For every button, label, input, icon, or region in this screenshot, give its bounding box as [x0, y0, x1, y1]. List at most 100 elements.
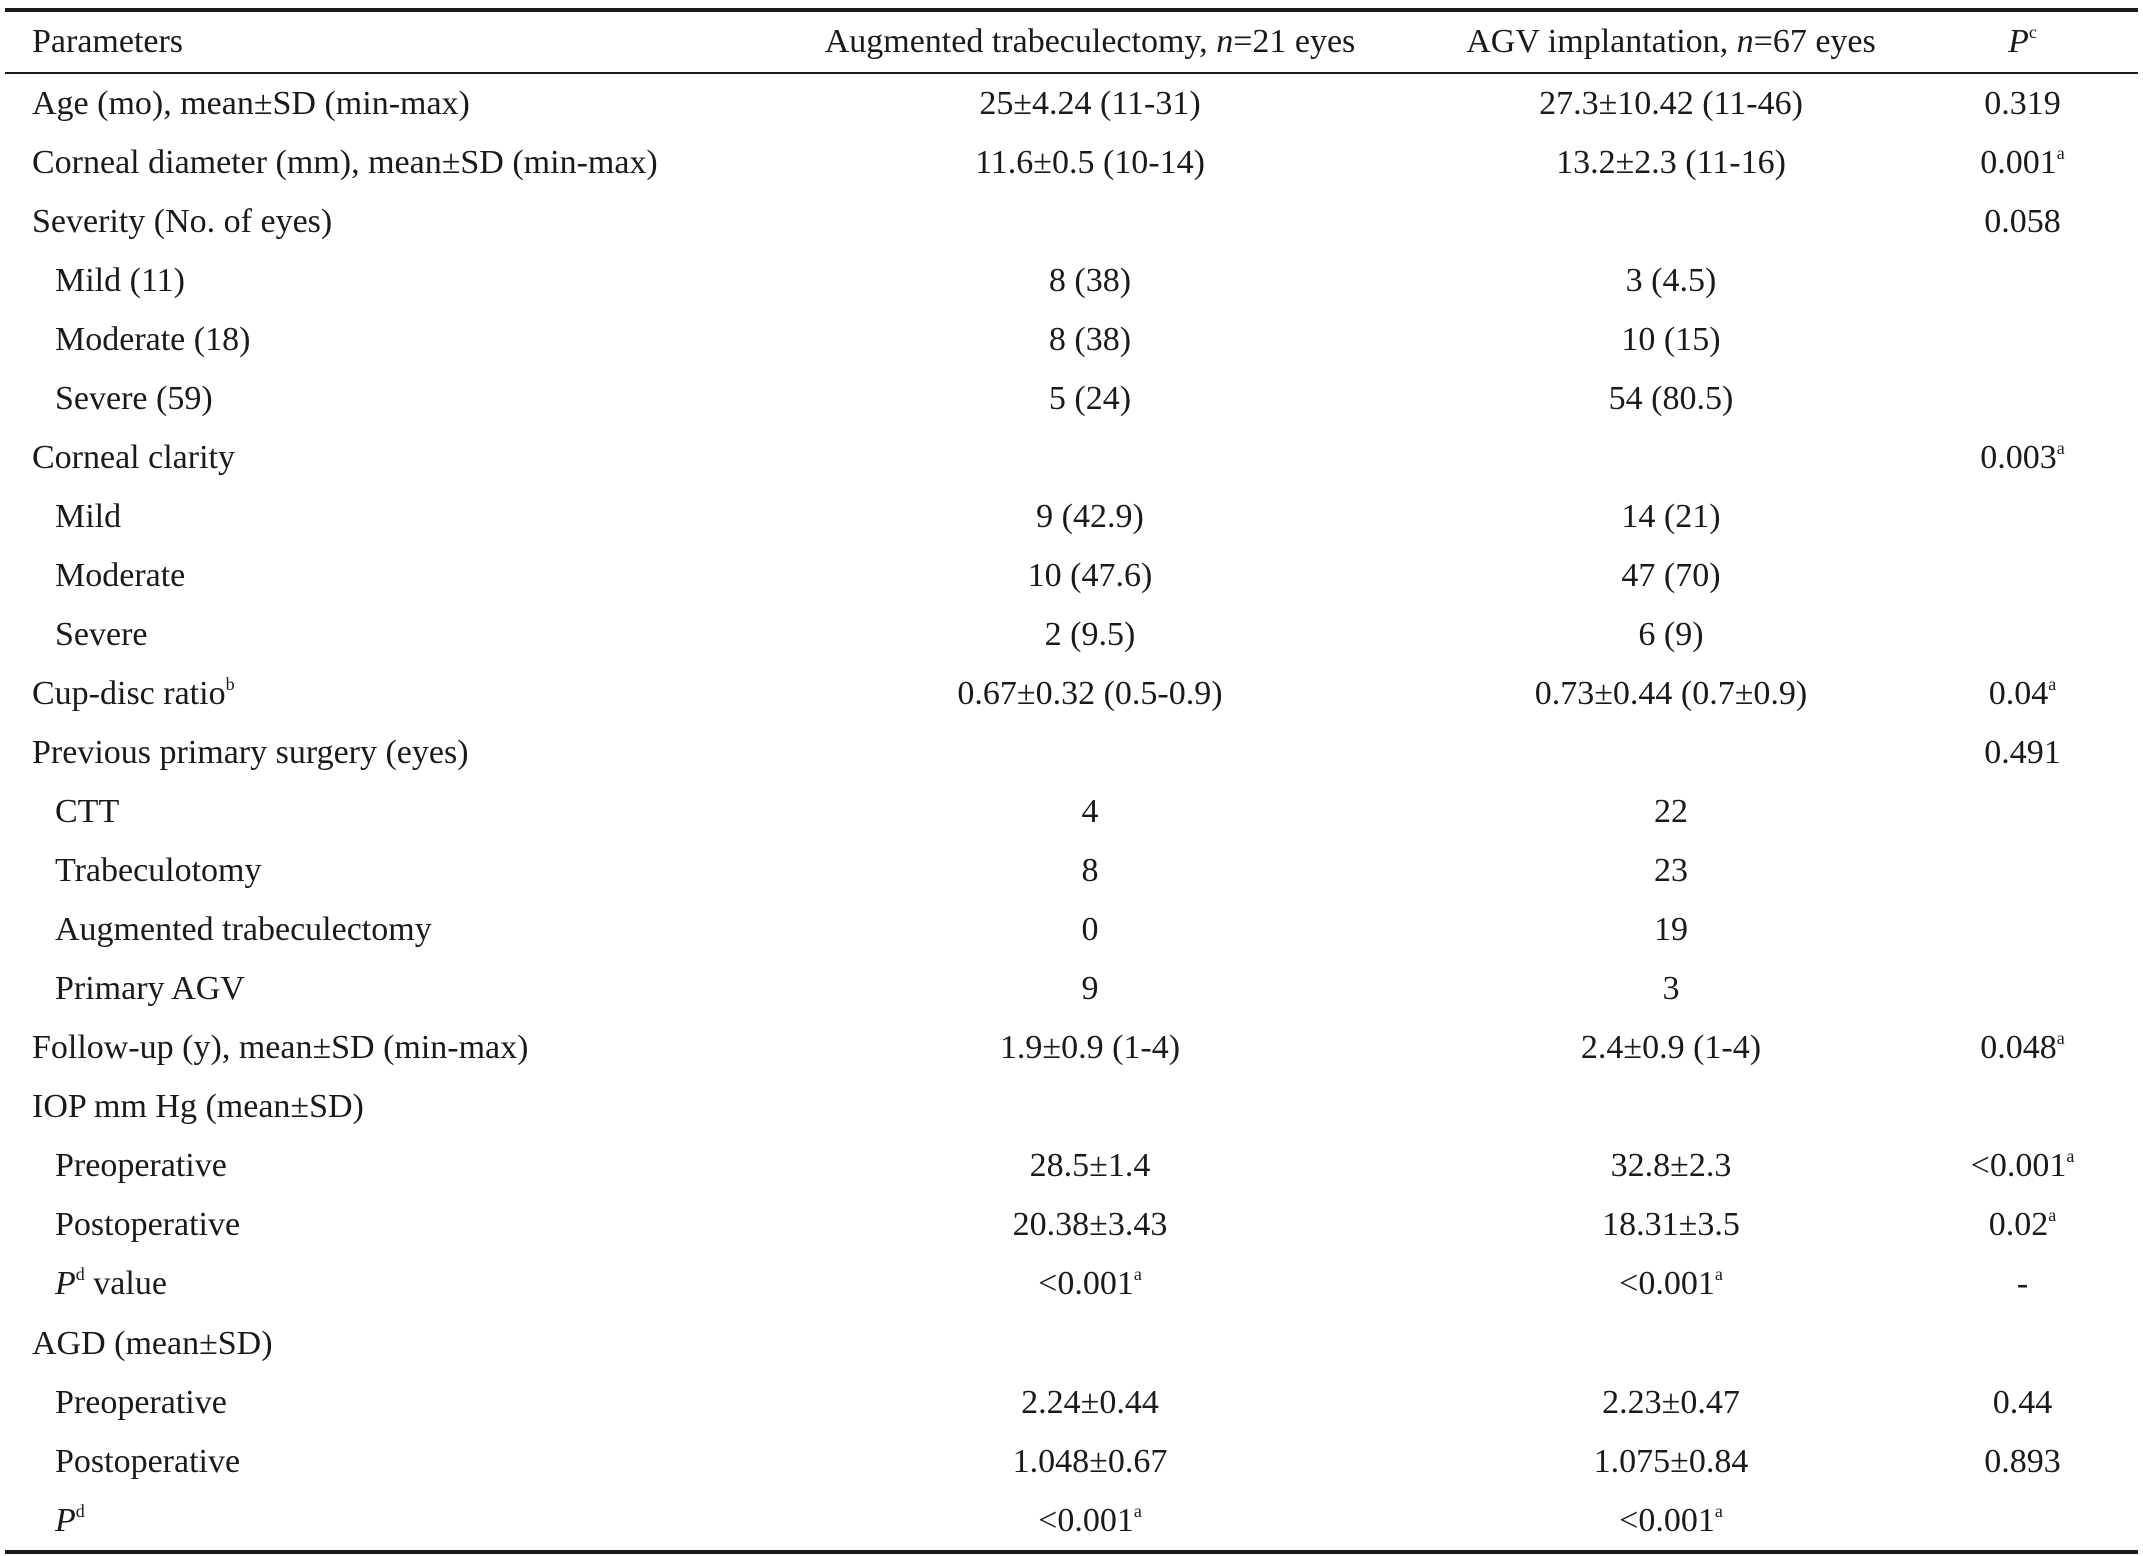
cell-augmented-trabeculectomy: 4: [1081, 793, 1099, 831]
cell-p-value: [1907, 310, 2138, 369]
table-row: Preoperative 2.24±0.44 2.23±0.47 0.44: [5, 1373, 2138, 1432]
table-row: Postoperative 1.048±0.67 1.075±0.84 0.893: [5, 1432, 2138, 1491]
cell-augmented-trabeculectomy: [745, 1078, 1435, 1137]
cell-parameter: Severe: [55, 615, 148, 653]
cell-agv-implantation: 27.3±10.42 (11-46): [1539, 84, 1803, 122]
table-row: Corneal clarity 0.003a: [5, 428, 2138, 487]
cell-p-value: [1907, 1491, 2138, 1550]
table-row: Mild (11) 8 (38) 3 (4.5): [5, 251, 2138, 310]
cell-p-value: 0.893: [1984, 1442, 2061, 1480]
cell-augmented-trabeculectomy: [745, 724, 1435, 783]
cell-augmented-trabeculectomy: 8 (38): [1048, 320, 1132, 358]
cell-agv-implantation: 32.8±2.3: [1610, 1147, 1732, 1185]
cell-parameter: Pd: [55, 1500, 85, 1539]
table-row: Mild 9 (42.9) 14 (21): [5, 487, 2138, 546]
cell-augmented-trabeculectomy: 1.9±0.9 (1-4): [999, 1029, 1181, 1067]
table-row: Postoperative 20.38±3.43 18.31±3.5 0.02a: [5, 1196, 2138, 1255]
cell-p-value: 0.44: [1992, 1383, 2053, 1421]
table-row: Severe 2 (9.5) 6 (9): [5, 605, 2138, 664]
table-row: Trabeculotomy 8 23: [5, 842, 2138, 901]
cell-augmented-trabeculectomy: 9 (42.9): [1036, 497, 1144, 535]
cell-agv-implantation: 23: [1654, 852, 1688, 890]
table-row: Primary AGV 9 3: [5, 960, 2138, 1019]
cell-parameter: Corneal clarity: [32, 438, 235, 476]
cell-agv-implantation: 18.31±3.5: [1602, 1206, 1740, 1244]
cell-parameter: Follow-up (y), mean±SD (min-max): [32, 1029, 529, 1067]
cell-parameter: CTT: [55, 793, 120, 831]
cell-parameter: Postoperative: [55, 1206, 241, 1244]
cell-agv-implantation: 3: [1662, 970, 1680, 1008]
cell-agv-implantation: 10 (15): [1621, 320, 1721, 358]
header-rule: [5, 72, 2138, 74]
cell-agv-implantation: 14 (21): [1621, 497, 1721, 535]
cell-augmented-trabeculectomy: 11.6±0.5 (10-14): [975, 143, 1205, 181]
cell-p-value: 0.491: [1984, 734, 2061, 772]
cell-agv-implantation: 13.2±2.3 (11-16): [1556, 143, 1786, 181]
cell-agv-implantation: 3 (4.5): [1625, 261, 1717, 299]
cell-parameter: Trabeculotomy: [55, 852, 262, 890]
cell-p-value: [1907, 1078, 2138, 1137]
table-row: IOP mm Hg (mean±SD): [5, 1078, 2138, 1137]
table-row: Pd value <0.001a <0.001a -: [5, 1255, 2138, 1314]
cell-augmented-trabeculectomy: [745, 192, 1435, 251]
cell-parameter: Preoperative: [55, 1383, 227, 1421]
cell-p-value: 0.003a: [1980, 437, 2065, 476]
table-bottom-rule: [5, 1550, 2138, 1555]
table-body: Age (mo), mean±SD (min-max) 25±4.24 (11-3…: [5, 74, 2138, 1550]
cell-p-value: 0.04a: [1988, 673, 2057, 712]
cell-augmented-trabeculectomy: 9: [1081, 970, 1099, 1008]
cell-parameter: Corneal diameter (mm), mean±SD (min-max): [32, 143, 658, 181]
cell-augmented-trabeculectomy: 5 (24): [1048, 379, 1132, 417]
table-row: Moderate 10 (47.6) 47 (70): [5, 546, 2138, 605]
cell-augmented-trabeculectomy: 8: [1081, 852, 1099, 890]
cell-parameter: Preoperative: [55, 1147, 227, 1185]
cell-p-value: [1907, 369, 2138, 428]
cell-augmented-trabeculectomy: 8 (38): [1048, 261, 1132, 299]
cell-parameter: Severe (59): [55, 379, 213, 417]
cell-parameter: Mild (11): [55, 261, 186, 299]
cell-agv-implantation: 2.4±0.9 (1-4): [1580, 1029, 1762, 1067]
cell-parameter: AGD (mean±SD): [32, 1324, 273, 1362]
cell-agv-implantation: 2.23±0.47: [1602, 1383, 1740, 1421]
table-row: Cup-disc ratiob 0.67±0.32 (0.5-0.9) 0.73±0…: [5, 664, 2138, 723]
header-p-value: Pc: [2008, 22, 2037, 60]
cell-augmented-trabeculectomy: 2.24±0.44: [1021, 1383, 1159, 1421]
cell-agv-implantation: 22: [1654, 793, 1688, 831]
cell-parameter: Severity (No. of eyes): [32, 202, 333, 240]
cell-augmented-trabeculectomy: 20.38±3.43: [1012, 1206, 1168, 1244]
cell-augmented-trabeculectomy: [745, 428, 1435, 487]
cell-p-value: [1907, 546, 2138, 605]
cell-agv-implantation: 0.73±0.44 (0.7±0.9): [1534, 674, 1808, 712]
cell-parameter: Previous primary surgery (eyes): [32, 734, 469, 772]
table-row: Follow-up (y), mean±SD (min-max) 1.9±0.9 …: [5, 1019, 2138, 1078]
table-row: Corneal diameter (mm), mean±SD (min-max)…: [5, 133, 2138, 192]
cell-agv-implantation: [1435, 724, 1907, 783]
cell-agv-implantation: [1435, 428, 1907, 487]
cell-p-value: [1907, 487, 2138, 546]
cell-parameter: Pd value: [55, 1264, 167, 1303]
cell-agv-implantation: 54 (80.5): [1608, 379, 1734, 417]
cell-augmented-trabeculectomy: 2 (9.5): [1044, 615, 1136, 653]
header-row: Parameters Augmented trabeculectomy, n=2…: [5, 12, 2138, 72]
cell-p-value: [1907, 842, 2138, 901]
cell-p-value: 0.319: [1984, 84, 2061, 122]
header-augmented-trabeculectomy: Augmented trabeculectomy, n=21 eyes: [824, 23, 1356, 60]
table-row: Age (mo), mean±SD (min-max) 25±4.24 (11-3…: [5, 74, 2138, 133]
cell-agv-implantation: <0.001a: [1619, 1264, 1723, 1303]
cell-agv-implantation: <0.001a: [1619, 1500, 1723, 1539]
cell-p-value: 0.058: [1984, 202, 2061, 240]
cell-agv-implantation: [1435, 1314, 1907, 1373]
table-row: Severe (59) 5 (24) 54 (80.5): [5, 369, 2138, 428]
cell-agv-implantation: [1435, 192, 1907, 251]
table-row: AGD (mean±SD): [5, 1314, 2138, 1373]
cell-p-value: 0.048a: [1980, 1028, 2065, 1067]
cell-p-value: [1907, 901, 2138, 960]
cell-p-value: 0.001a: [1980, 142, 2065, 181]
table-row: CTT 4 22: [5, 783, 2138, 842]
cell-p-value: <0.001a: [1970, 1146, 2075, 1185]
cell-parameter: Augmented trabeculectomy: [55, 911, 432, 949]
cell-agv-implantation: [1435, 1078, 1907, 1137]
cell-p-value: [1907, 251, 2138, 310]
cell-p-value: [1907, 1314, 2138, 1373]
cell-parameter: Postoperative: [55, 1442, 241, 1480]
